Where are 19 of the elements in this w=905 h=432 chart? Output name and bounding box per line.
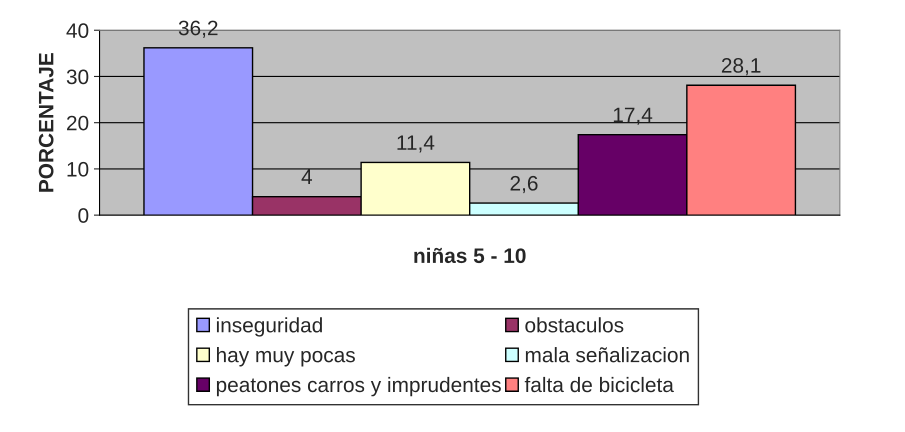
- y-tick-label: 40: [66, 23, 88, 38]
- legend-label: peatones carros y imprudentes: [216, 376, 501, 396]
- legend-label: hay muy pocas: [217, 347, 355, 366]
- data-label: 11,4: [397, 135, 434, 152]
- y-axis-title: PORCENTAJE: [38, 53, 54, 192]
- y-tick-label: 10: [68, 162, 88, 177]
- x-axis-title: niñas 5 - 10: [414, 248, 526, 264]
- y-tick-label: 0: [78, 208, 88, 223]
- data-label: 36,2: [178, 20, 218, 38]
- legend-label: inseguridad: [216, 317, 322, 337]
- data-label: 28,1: [722, 58, 760, 76]
- data-label: 4: [302, 170, 312, 184]
- y-tick-label: 30: [66, 69, 88, 84]
- y-tick-label: 20: [67, 116, 88, 130]
- data-label: 2,6: [510, 176, 538, 194]
- legend-label: mala señalizacion: [526, 347, 689, 362]
- legend-label: obstaculos: [525, 317, 624, 333]
- legend-label: falta de bicicleta: [524, 376, 674, 392]
- data-label: 17,4: [614, 108, 652, 125]
